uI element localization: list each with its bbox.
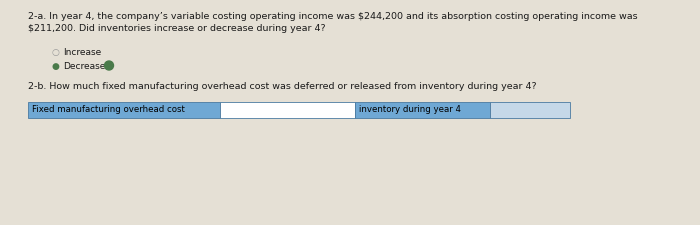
Text: 2-b. How much fixed manufacturing overhead cost was deferred or released from in: 2-b. How much fixed manufacturing overhe… <box>28 82 537 91</box>
Text: Increase: Increase <box>63 48 102 57</box>
Bar <box>220 102 355 118</box>
Text: ✓: ✓ <box>106 63 111 68</box>
Bar <box>490 102 570 118</box>
Text: inventory during year 4: inventory during year 4 <box>359 106 461 115</box>
Text: 2-a. In year 4, the company’s variable costing operating income was $244,200 and: 2-a. In year 4, the company’s variable c… <box>28 12 638 21</box>
Text: ●: ● <box>52 62 60 71</box>
Bar <box>28 102 220 118</box>
Text: $211,200. Did inventories increase or decrease during year 4?: $211,200. Did inventories increase or de… <box>28 24 326 33</box>
Circle shape <box>104 61 113 70</box>
Text: Decrease: Decrease <box>63 62 106 71</box>
Text: ○: ○ <box>52 48 60 57</box>
Text: Fixed manufacturing overhead cost: Fixed manufacturing overhead cost <box>32 106 185 115</box>
Bar <box>355 102 490 118</box>
